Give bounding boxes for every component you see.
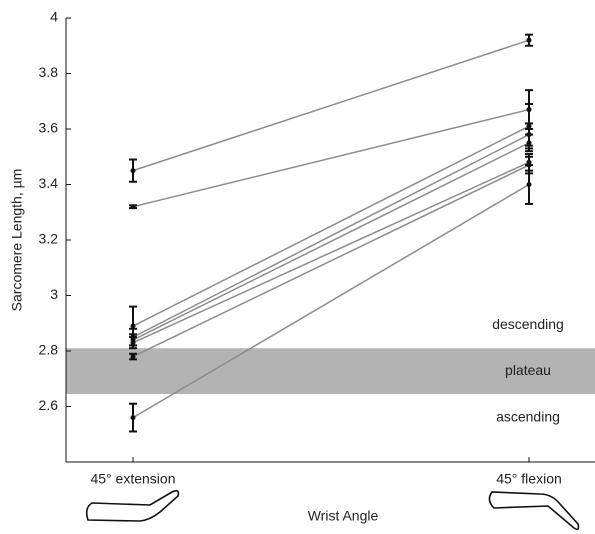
y-tick-label: 3.6	[39, 120, 59, 136]
subject-line	[132, 142, 530, 341]
y-tick-label: 2.6	[39, 397, 59, 413]
data-point	[130, 340, 136, 346]
x-tick-label: 45° extension	[91, 471, 176, 487]
y-axis-title: Sarcomere Length, µm	[9, 169, 25, 312]
region-label: plateau	[505, 362, 551, 378]
x-tick-label: 45° flexion	[496, 471, 562, 487]
subject-line	[132, 39, 530, 172]
data-point	[130, 204, 136, 210]
region-label: ascending	[496, 409, 560, 425]
subject-line	[132, 108, 530, 208]
y-tick-label: 3.8	[39, 64, 59, 80]
data-point	[526, 182, 532, 187]
y-tick-label: 3	[50, 286, 58, 302]
plateau-band	[66, 348, 595, 395]
subject-line	[132, 133, 530, 338]
data-point	[130, 323, 136, 329]
subject-line	[132, 183, 530, 419]
subject-line	[132, 125, 530, 327]
subject-line	[132, 164, 530, 358]
data-point	[130, 415, 136, 421]
x-axis-title: Wrist Angle	[308, 508, 379, 524]
data-point	[130, 354, 136, 360]
hand-flexion-icon	[488, 491, 580, 531]
y-tick-label: 3.2	[39, 231, 59, 247]
data-point	[526, 37, 532, 43]
data-point	[130, 168, 136, 174]
y-tick-label: 2.8	[39, 342, 59, 358]
y-tick-label: 3.4	[39, 175, 59, 191]
y-tick-label: 4	[50, 9, 58, 25]
data-point	[526, 140, 532, 146]
region-label: descending	[492, 316, 564, 332]
hand-extension-icon	[85, 489, 180, 522]
subject-line	[132, 161, 530, 344]
